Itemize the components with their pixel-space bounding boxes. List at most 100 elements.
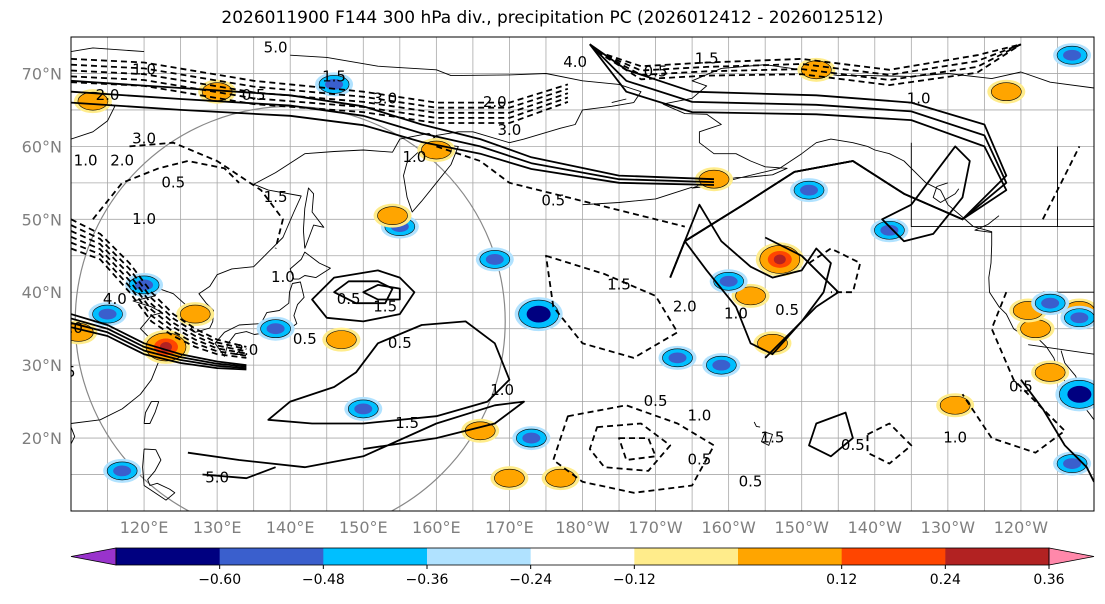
precip-core	[1026, 323, 1045, 335]
coastline	[143, 401, 160, 424]
coastline	[71, 426, 76, 445]
colorbar-segment	[945, 548, 1050, 565]
precip-cell	[541, 466, 580, 491]
precip-core	[712, 359, 731, 371]
contour-dashed	[596, 43, 1022, 81]
contour-dashed	[596, 43, 1022, 76]
contour-dashed	[71, 235, 247, 355]
contour-dashed	[436, 145, 686, 228]
contour-solid	[1020, 379, 1094, 483]
latitude-labels: 70°N 60°N 50°N 40°N 30°N 20°N	[22, 64, 62, 448]
precip-core	[551, 472, 570, 484]
precip-core	[522, 432, 541, 444]
contour-label: 1.0	[907, 89, 931, 107]
contour-dashed	[71, 224, 247, 350]
contour-label: 0.5	[1009, 378, 1033, 396]
lat-label: 70°N	[22, 64, 62, 83]
precip-core	[719, 275, 738, 287]
colorbar	[70, 547, 1095, 566]
contour-label: 4.0	[103, 290, 127, 308]
contour-label: 1.0	[271, 268, 295, 286]
contour-label: 1.0	[724, 305, 748, 323]
colorbar-tick-label: −0.48	[302, 572, 345, 588]
coastline	[214, 281, 305, 357]
colorbar-segment	[738, 548, 843, 565]
precip-cell	[1053, 451, 1092, 476]
contour-label: 0.5	[644, 392, 668, 410]
precip-cell	[790, 178, 829, 203]
precip-cell	[1016, 316, 1055, 341]
lon-label: 160°W	[701, 518, 756, 537]
coastline	[974, 215, 1000, 233]
precip-cell	[695, 167, 734, 192]
contour-label: 0.5	[52, 363, 76, 381]
lat-label: 30°N	[22, 356, 62, 375]
contour-solid	[333, 280, 394, 305]
contour-dashed	[71, 69, 569, 114]
contour-solid	[881, 145, 971, 243]
colorbar-ticks: −0.60−0.48−0.36−0.24−0.120.120.240.360.4…	[198, 565, 1065, 588]
contour-label: 2.0	[234, 341, 258, 359]
contour-label: 0.5	[541, 192, 565, 210]
contour-label: 5.0	[205, 469, 229, 487]
contour-dashed	[92, 160, 240, 220]
precip-core	[800, 184, 819, 196]
contour-dashed	[545, 254, 679, 359]
lat-label: 60°N	[22, 137, 62, 156]
contour-label: 1.0	[687, 407, 711, 425]
contour-label: 0.5	[841, 436, 865, 454]
precip-cell	[344, 396, 383, 421]
contour-dashed	[1041, 145, 1081, 220]
colorbar-segment	[841, 548, 946, 565]
contour-dashed	[596, 43, 1022, 71]
contour-dashed	[961, 291, 1066, 454]
contour-label: 1.5	[395, 414, 419, 432]
coastline	[142, 448, 176, 501]
precip-cell	[1031, 291, 1070, 316]
lon-label: 120°E	[120, 518, 169, 537]
precip-cell	[658, 345, 697, 370]
precip-core	[135, 279, 154, 291]
contour-dashed	[588, 422, 672, 472]
contour-label: 5.0	[264, 38, 288, 56]
contour-dashed	[71, 230, 247, 353]
coastline	[662, 64, 1094, 105]
precip-core	[1070, 312, 1089, 324]
precip-cell	[176, 302, 215, 327]
contour-label: 0.5	[388, 334, 412, 352]
colorbar-tick-label: 0.36	[1033, 572, 1064, 588]
contour-dashed	[71, 241, 247, 357]
precip-core	[997, 86, 1016, 98]
colorbar-max-arrow	[1048, 547, 1095, 566]
precip-cell	[1055, 377, 1094, 412]
colorbar-segment	[634, 548, 739, 565]
precip-cell	[73, 89, 112, 114]
contour-solid	[187, 400, 525, 469]
colorbar-min-arrow	[70, 547, 117, 566]
colorbar-segment	[323, 548, 428, 565]
precip-mid	[377, 206, 408, 225]
lon-label: 130°E	[193, 518, 242, 537]
precip-core	[668, 352, 687, 364]
divergence-contours	[71, 43, 1094, 494]
precip-cell	[490, 466, 529, 491]
contour-solid	[764, 236, 840, 359]
contour-dashed	[71, 63, 569, 109]
precip-core	[325, 79, 344, 90]
precip-core	[113, 465, 132, 477]
precip-cell	[373, 203, 412, 228]
contour-solid	[683, 203, 832, 356]
contour-label: 0.5	[242, 86, 266, 104]
precip-cell	[987, 79, 1026, 104]
colorbar-tick-label: −0.60	[198, 572, 241, 588]
lon-label: 170°E	[485, 518, 534, 537]
contour-label: 0.5	[161, 173, 185, 191]
precip-cell	[125, 272, 164, 297]
lon-label: 130°W	[921, 518, 976, 537]
lon-label: 160°E	[412, 518, 461, 537]
contour-label: 3.0	[132, 130, 156, 148]
contour-label: 1.5	[607, 275, 631, 293]
precip-core	[500, 472, 519, 484]
precip-core	[946, 399, 965, 411]
